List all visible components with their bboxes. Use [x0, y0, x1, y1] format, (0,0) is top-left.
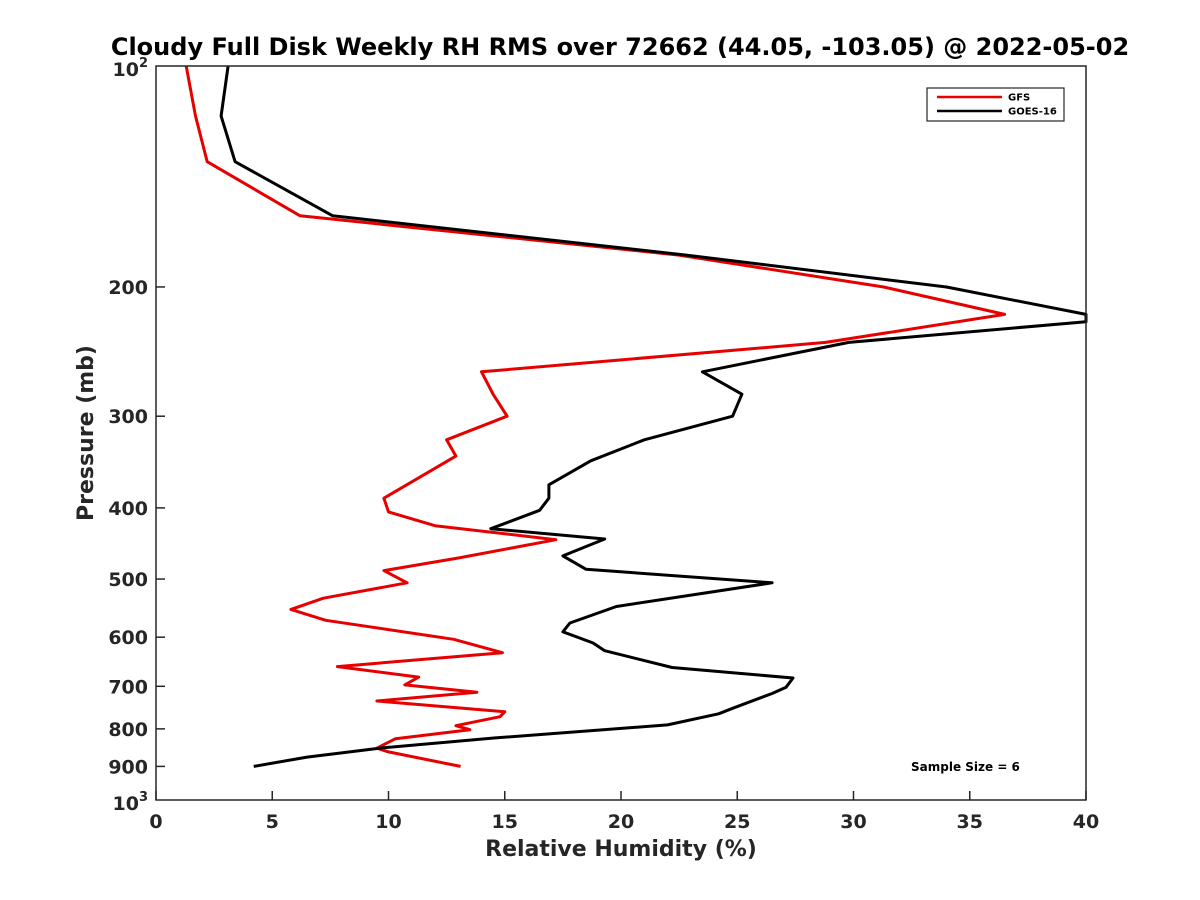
y-tick-label: 900	[108, 756, 148, 778]
x-tick-label: 35	[957, 811, 983, 833]
x-tick-label: 0	[149, 811, 162, 833]
x-tick-label: 25	[724, 811, 750, 833]
series-line-goes16	[219, 65, 1088, 768]
y-axis-label: Pressure (mb)	[74, 345, 99, 521]
y-tick-label: 500	[108, 569, 148, 591]
legend-label-gfs: GFS	[1008, 93, 1030, 104]
y-tick-label: 200	[108, 277, 148, 299]
y-tick-label: 800	[108, 719, 148, 741]
y-tick-label-bottom: 103	[113, 790, 149, 815]
x-axis-ticks: 0 5 10 15 20 25 30 35 40	[149, 791, 1099, 833]
y-tick-label: 400	[108, 498, 148, 520]
y-tick-bottom-exp: 3	[139, 790, 148, 805]
legend: GFS GOES-16	[926, 87, 1065, 122]
y-tick-label: 300	[108, 406, 148, 428]
plot-lines	[184, 65, 1088, 768]
series-line-gfs	[184, 65, 1007, 768]
y-tick-label: 700	[108, 676, 148, 698]
x-tick-label: 20	[608, 811, 634, 833]
x-axis-label: Relative Humidity (%)	[485, 837, 757, 862]
y-axis-ticks: 200 300 400 500 600 700 800 900	[108, 277, 165, 778]
x-tick-label: 10	[375, 811, 401, 833]
x-tick-label: 40	[1073, 811, 1099, 833]
plot-frame	[155, 65, 1087, 801]
y-tick-top-base: 10	[113, 59, 139, 81]
y-tick-top-exp: 2	[139, 56, 148, 71]
x-tick-label: 15	[492, 811, 518, 833]
x-tick-label: 5	[266, 811, 279, 833]
legend-label-goes16: GOES-16	[1008, 107, 1057, 118]
legend-box	[926, 87, 1065, 122]
y-tick-label: 600	[108, 627, 148, 649]
y-tick-label-top: 102	[113, 56, 149, 81]
y-tick-bottom-base: 10	[113, 793, 139, 815]
x-tick-label: 30	[840, 811, 866, 833]
chart-title: Cloudy Full Disk Weekly RH RMS over 7266…	[111, 33, 1129, 61]
sample-size-annotation: Sample Size = 6	[911, 760, 1020, 774]
